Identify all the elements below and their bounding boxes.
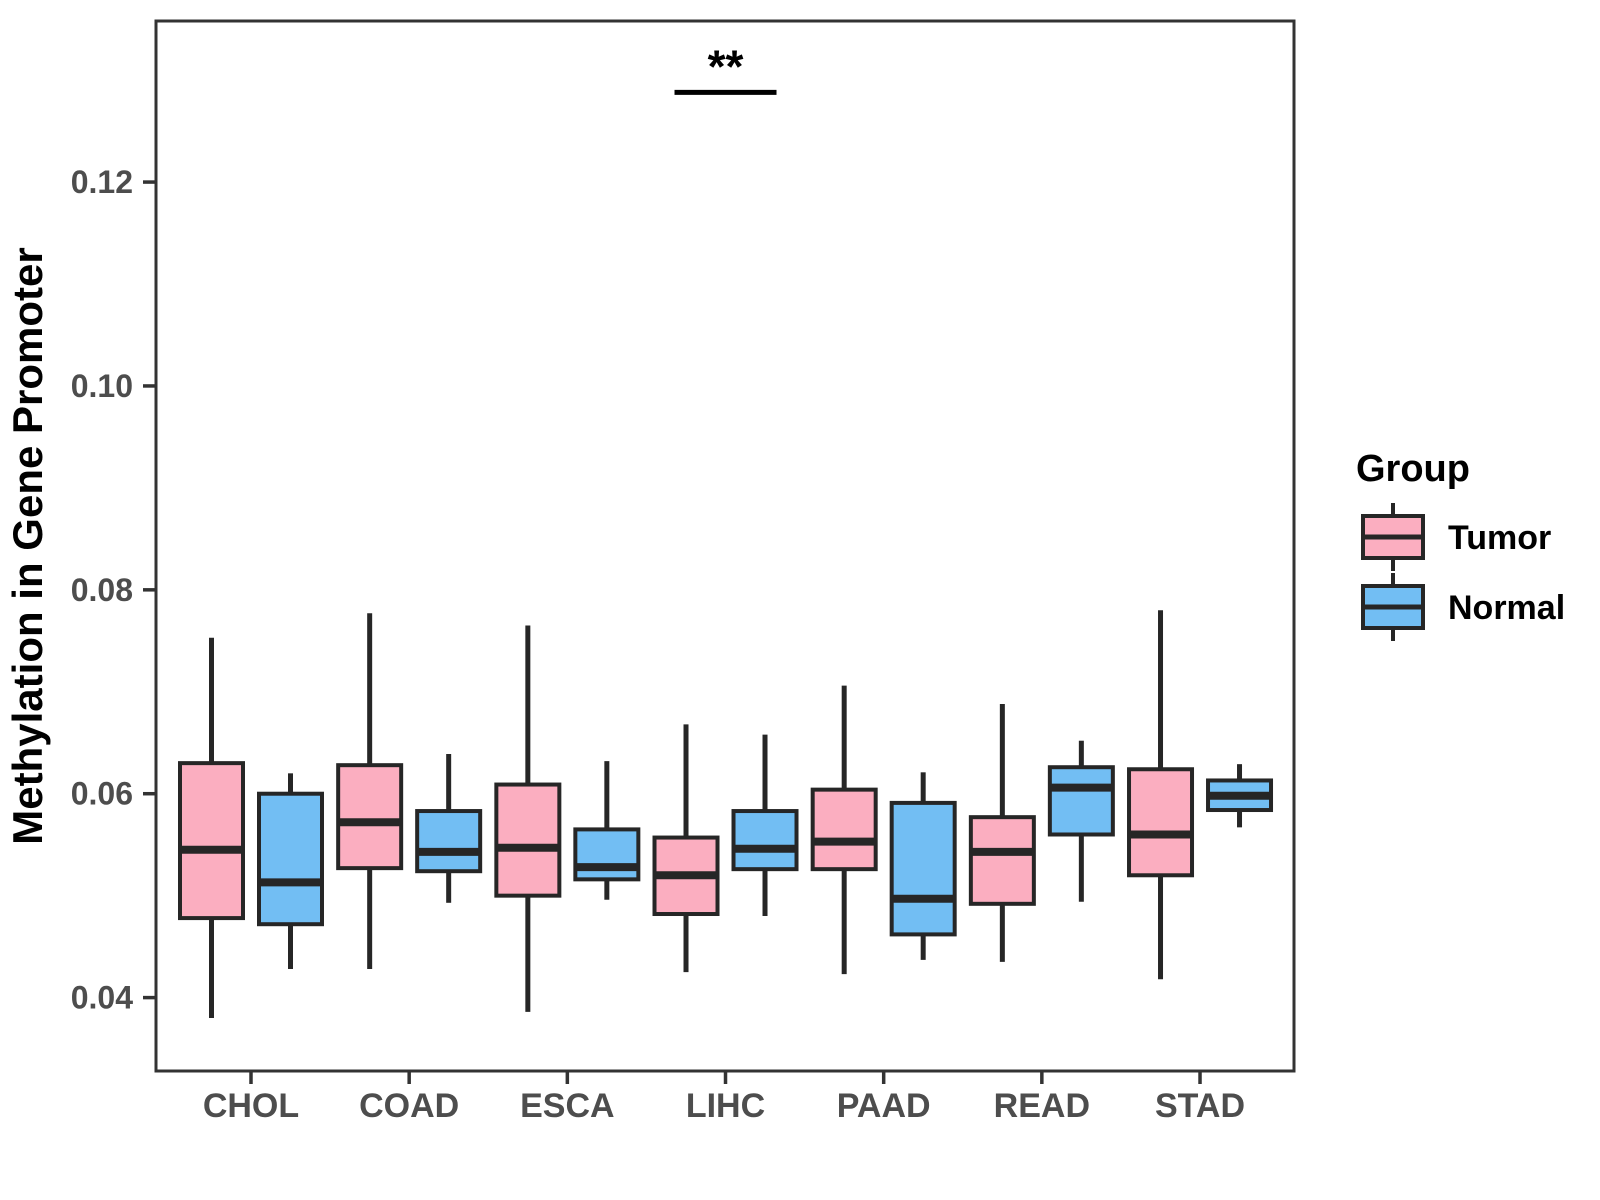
tumor-chol-box <box>178 761 245 921</box>
normal-esca-box <box>573 827 641 882</box>
normal-paad-box <box>889 800 957 937</box>
legend: Group Tumor Normal <box>1356 448 1565 641</box>
box-series <box>178 610 1274 1018</box>
y-tick-label: 0.04 <box>71 980 133 1016</box>
normal-chol-box <box>257 791 324 927</box>
legend-label-tumor: Tumor <box>1448 519 1551 557</box>
significance-annotation: ** <box>674 40 777 95</box>
x-tick-label-read: READ <box>994 1087 1090 1125</box>
tumor-stad-box <box>1127 767 1195 878</box>
normal-read-box <box>1047 765 1115 837</box>
x-tick-label-chol: CHOL <box>203 1087 299 1125</box>
y-axis: 0.04 0.06 0.08 0.10 0.12 <box>71 164 156 1016</box>
y-axis-title: Methylation in Gene Promoter <box>4 247 51 844</box>
legend-entry-normal: Normal <box>1361 573 1565 641</box>
y-tick-label: 0.06 <box>71 776 133 812</box>
tumor-paad-box <box>810 787 878 872</box>
x-tick-label-coad: COAD <box>359 1087 459 1125</box>
x-tick-label-stad: STAD <box>1155 1087 1245 1125</box>
legend-title: Group <box>1356 448 1470 490</box>
y-tick-label: 0.08 <box>71 572 133 608</box>
x-tick-label-esca: ESCA <box>520 1087 614 1125</box>
y-tick-label: 0.12 <box>71 164 133 200</box>
y-tick-label: 0.10 <box>71 368 133 404</box>
x-tick-label-paad: PAAD <box>837 1087 931 1125</box>
legend-entries: Tumor Normal <box>1361 503 1565 641</box>
tumor-read-box <box>968 815 1036 906</box>
tumor-coad-box <box>336 763 404 871</box>
significance-label: ** <box>708 40 744 92</box>
x-tick-label-lihc: LIHC <box>686 1087 765 1125</box>
normal-lihc-box <box>731 809 799 872</box>
x-axis: CHOL COAD ESCA LIHC PAAD READ STAD <box>203 1071 1245 1125</box>
normal-coad-box <box>415 809 483 874</box>
legend-label-normal: Normal <box>1448 589 1565 627</box>
legend-entry-tumor: Tumor <box>1361 503 1551 571</box>
plot-panel-border <box>154 19 1296 1073</box>
tumor-esca-box <box>494 782 562 898</box>
